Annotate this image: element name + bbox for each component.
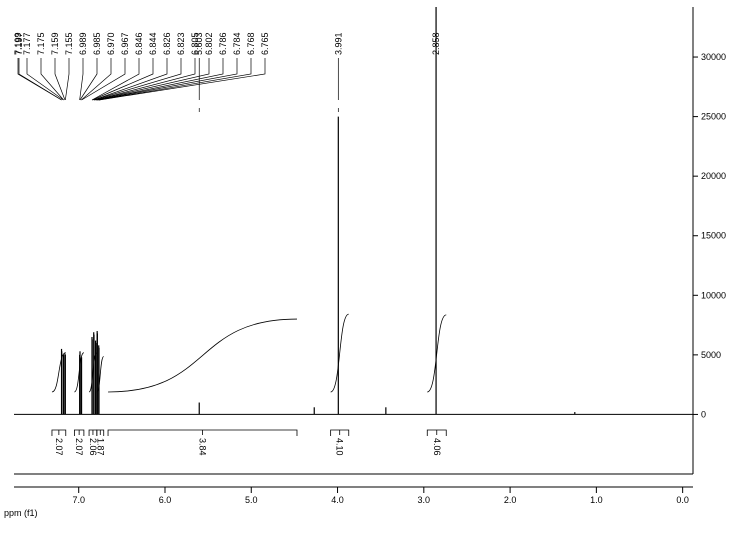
peak-leader	[81, 58, 126, 101]
integral-curve	[88, 352, 98, 393]
peak-label: 3.991	[333, 32, 343, 55]
integral-label: 2.06	[88, 438, 98, 456]
peak-leader	[93, 58, 168, 101]
integral-curve	[330, 313, 350, 393]
peak-label: 6.768	[246, 32, 256, 55]
integral-bracket	[51, 429, 67, 436]
integral-curve	[108, 318, 297, 393]
peak-leader	[97, 58, 238, 101]
peak-leader	[91, 58, 140, 101]
integral-label: 2.07	[74, 438, 84, 456]
peak-label: 6.989	[78, 32, 88, 55]
y-tick-label: 15000	[701, 231, 726, 241]
peak-label: 7.159	[50, 32, 60, 55]
integral-curve	[96, 356, 105, 393]
integral-curve	[426, 314, 447, 393]
peak-leader	[40, 58, 64, 101]
peak-label: 6.802	[204, 32, 214, 55]
peak-leader	[97, 58, 224, 101]
peak-label: 7.177	[22, 32, 32, 55]
y-tick-label: 20000	[701, 171, 726, 181]
peak-label: 6.970	[106, 32, 116, 55]
peak-leader	[95, 58, 196, 101]
plot-area	[14, 7, 693, 415]
peak-label: 7.155	[64, 32, 74, 55]
peak-label: 7.199	[13, 32, 23, 55]
x-tick-label: 2.0	[504, 495, 517, 505]
peak-label: 6.967	[120, 32, 130, 55]
peak-leader	[18, 58, 62, 101]
y-tick-label: 30000	[701, 52, 726, 62]
integral-bracket	[330, 429, 350, 436]
peak-leader	[54, 58, 66, 101]
peak-label: 6.784	[232, 32, 242, 55]
y-tick-label: 5000	[701, 350, 721, 360]
peak-leader	[98, 58, 252, 101]
integral-bracket	[96, 429, 105, 436]
peak-label: 7.175	[36, 32, 46, 55]
peak-label: 2.858	[431, 32, 441, 55]
x-axis-label: ppm (f1)	[4, 508, 38, 518]
peak-leader	[64, 58, 70, 101]
peak-leader	[93, 58, 182, 101]
peak-leader	[26, 58, 64, 101]
y-tick-label: 0	[701, 409, 706, 419]
integral-label: 1.87	[95, 438, 105, 456]
x-tick-label: 1.0	[590, 495, 603, 505]
x-tick-label: 4.0	[331, 495, 344, 505]
x-tick-label: 5.0	[245, 495, 258, 505]
integral-bracket	[107, 429, 298, 436]
peak-label: 6.985	[92, 32, 102, 55]
peak-leader	[95, 58, 210, 101]
x-tick-label: 7.0	[72, 495, 85, 505]
y-tick-label: 10000	[701, 290, 726, 300]
peak-label: 6.844	[148, 32, 158, 55]
x-tick-label: 3.0	[418, 495, 431, 505]
integral-bracket	[88, 429, 98, 436]
integral-curve	[51, 352, 66, 393]
integral-bracket	[426, 429, 447, 436]
peak-label: 7.197	[14, 32, 24, 55]
integral-label: 4.06	[432, 438, 442, 456]
peak-label: 6.823	[176, 32, 186, 55]
peak-leader	[98, 58, 266, 101]
x-tick-label: 6.0	[159, 495, 172, 505]
peak-leader	[79, 58, 98, 101]
integral-curve	[74, 352, 85, 393]
peak-leader	[92, 58, 154, 101]
peak-label: 5.603	[194, 32, 204, 55]
y-tick-label: 25000	[701, 112, 726, 122]
x-tick-label: 0.0	[676, 495, 689, 505]
integral-bracket	[73, 429, 85, 436]
peak-label: 6.805	[190, 32, 200, 55]
peak-leader	[81, 58, 112, 101]
peak-leader	[79, 58, 84, 101]
peak-label: 6.846	[134, 32, 144, 55]
integral-label: 3.84	[198, 438, 208, 456]
integral-label: 4.10	[335, 438, 345, 456]
peak-label: 6.826	[162, 32, 172, 55]
peak-label: 6.765	[260, 32, 270, 55]
peak-label: 6.786	[218, 32, 228, 55]
integral-label: 2.07	[54, 438, 64, 456]
